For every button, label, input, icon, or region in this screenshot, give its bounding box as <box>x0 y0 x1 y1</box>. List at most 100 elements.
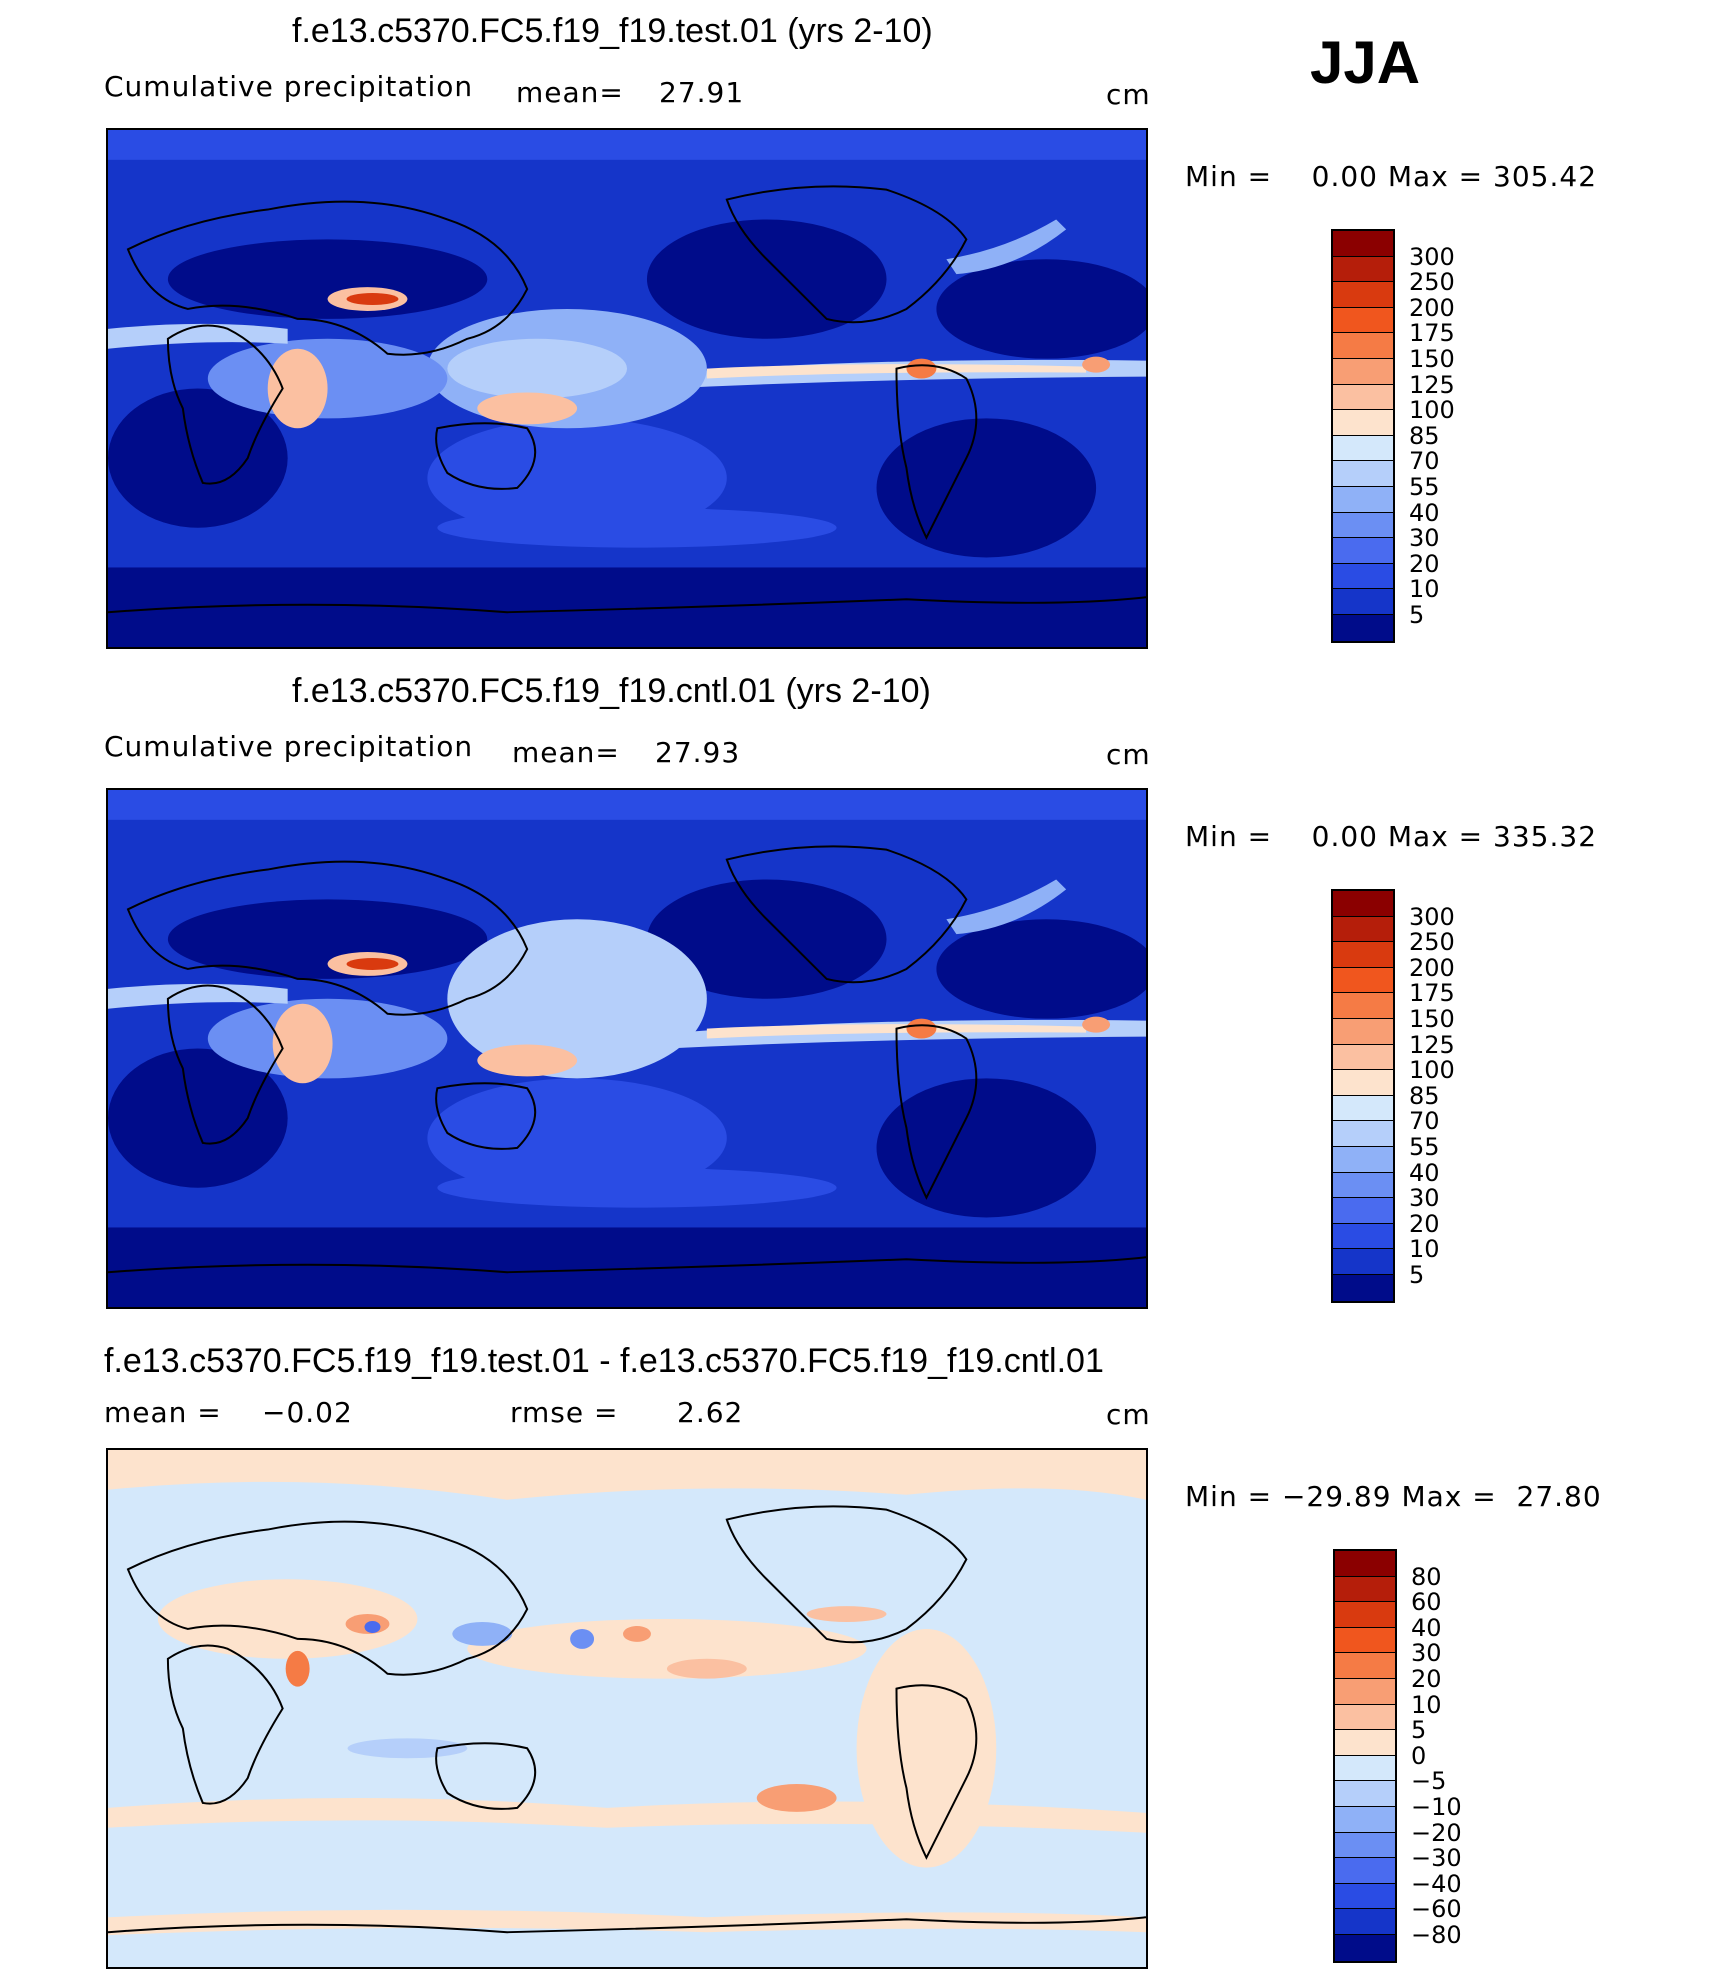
colorbar-tick-label: 40 <box>1409 1158 1440 1187</box>
colorbar-tick-label: 100 <box>1409 1056 1455 1085</box>
colorbar-tick-label: 40 <box>1409 498 1440 527</box>
colorbar-swatch <box>1333 538 1393 564</box>
colorbar-tick-label: 300 <box>1409 902 1455 931</box>
colorbar-swatch <box>1333 1223 1393 1250</box>
colorbar-tick-label: 10 <box>1411 1690 1442 1719</box>
colorbar-swatch <box>1335 1576 1395 1603</box>
colorbar-swatch <box>1335 1858 1395 1884</box>
precip-map-diff <box>106 1448 1148 1969</box>
colorbar-tick-label: 200 <box>1409 293 1455 322</box>
colorbar-swatch <box>1335 1602 1395 1628</box>
colorbar-swatch <box>1333 333 1393 359</box>
map-canvas <box>108 130 1146 647</box>
rmse-label: rmse = <box>510 1396 619 1429</box>
minmax-label: Min = 0.00 Max = 305.42 <box>1185 160 1598 193</box>
season-label: JJA <box>1310 29 1421 96</box>
colorbar-swatch <box>1335 1883 1395 1910</box>
colorbar-swatch <box>1333 256 1393 283</box>
colorbar-tick-label: −10 <box>1411 1793 1462 1821</box>
colorbar-swatch <box>1333 1018 1393 1045</box>
colorbar-tick-label: 85 <box>1409 1081 1440 1110</box>
map-canvas <box>108 790 1146 1307</box>
mean-value: 27.93 <box>655 736 741 769</box>
colorbar-tick-label: 5 <box>1409 601 1425 629</box>
colorbar-swatch <box>1333 1172 1393 1199</box>
colorbar-tick-label: 20 <box>1409 549 1440 578</box>
colorbar-tick-label: 60 <box>1411 1588 1442 1617</box>
colorbar-swatch <box>1333 410 1393 436</box>
colorbar <box>1331 889 1395 1303</box>
minmax-label: Min = −29.89 Max = 27.80 <box>1185 1480 1602 1513</box>
colorbar-tick-label: 5 <box>1409 1261 1425 1289</box>
colorbar-swatch <box>1333 282 1393 308</box>
colorbar-tick-label: 300 <box>1409 242 1455 271</box>
colorbar-tick-label: 40 <box>1411 1613 1442 1642</box>
colorbar-swatch <box>1335 1909 1395 1935</box>
colorbar-tick-label: 125 <box>1409 370 1455 399</box>
colorbar-swatch <box>1333 589 1393 615</box>
colorbar-tick-label: 70 <box>1409 447 1440 476</box>
colorbar-tick-label: 125 <box>1409 1030 1455 1059</box>
colorbar-swatch <box>1333 461 1393 487</box>
colorbar-swatch <box>1333 916 1393 943</box>
colorbar-swatch <box>1333 942 1393 968</box>
units-label: cm <box>1106 1398 1151 1431</box>
panel-diff: f.e13.c5370.FC5.f19_f19.test.01 - f.e13.… <box>0 1320 1710 1969</box>
variable-label: Cumulative precipitation <box>104 730 474 763</box>
mean-value: 27.91 <box>659 76 745 109</box>
colorbar-tick-label: 20 <box>1411 1665 1442 1693</box>
colorbar-tick-label: 100 <box>1409 396 1455 425</box>
colorbar-swatch <box>1333 435 1393 462</box>
colorbar-tick-label: 10 <box>1409 575 1440 604</box>
colorbar-tick-label: 30 <box>1411 1639 1442 1668</box>
colorbar-swatch <box>1335 1832 1395 1859</box>
colorbar-swatch <box>1333 307 1393 334</box>
panel-title: f.e13.c5370.FC5.f19_f19.test.01 - f.e13.… <box>104 1342 1104 1380</box>
colorbar-swatch <box>1333 358 1393 385</box>
colorbar <box>1333 1549 1397 1963</box>
colorbar-tick-label: −30 <box>1411 1844 1462 1873</box>
colorbar-tick-label: 30 <box>1409 524 1440 553</box>
colorbar-swatch <box>1333 967 1393 994</box>
colorbar-swatch <box>1333 614 1393 641</box>
colorbar-tick-label: 30 <box>1409 1184 1440 1213</box>
panel-title: f.e13.c5370.FC5.f19_f19.test.01 (yrs 2-1… <box>292 12 933 50</box>
colorbar-swatch <box>1333 1146 1393 1173</box>
colorbar-swatch <box>1333 1198 1393 1224</box>
colorbar-tick-label: 150 <box>1409 345 1455 373</box>
colorbar-tick-label: −5 <box>1411 1767 1447 1796</box>
mean-label: mean= <box>512 736 620 769</box>
colorbar-tick-label: 10 <box>1409 1235 1440 1264</box>
mean-label: mean= <box>516 76 624 109</box>
colorbar-tick-label: 200 <box>1409 953 1455 982</box>
colorbar-tick-label: 85 <box>1409 421 1440 450</box>
panel-test: f.e13.c5370.FC5.f19_f19.test.01 (yrs 2-1… <box>0 0 1710 649</box>
colorbar-tick-label: 80 <box>1411 1562 1442 1591</box>
units-label: cm <box>1106 738 1151 771</box>
colorbar-swatch <box>1333 1044 1393 1071</box>
precip-map-test <box>106 128 1148 649</box>
colorbar-tick-label: −60 <box>1411 1895 1462 1924</box>
colorbar-swatch <box>1335 1678 1395 1705</box>
colorbar-swatch <box>1335 1934 1395 1961</box>
colorbar-swatch <box>1335 1755 1395 1782</box>
colorbar-tick-label: −20 <box>1411 1818 1462 1847</box>
colorbar-swatch <box>1335 1704 1395 1731</box>
colorbar-swatch <box>1333 231 1393 257</box>
colorbar-swatch <box>1333 486 1393 513</box>
panel-title: f.e13.c5370.FC5.f19_f19.cntl.01 (yrs 2-1… <box>292 672 931 710</box>
colorbar-tick-label: −40 <box>1411 1869 1462 1898</box>
colorbar-tick-label: 150 <box>1409 1005 1455 1033</box>
units-label: cm <box>1106 78 1151 111</box>
colorbar-tick-label: 70 <box>1409 1107 1440 1136</box>
panel-cntl: f.e13.c5370.FC5.f19_f19.cntl.01 (yrs 2-1… <box>0 660 1710 1309</box>
map-canvas <box>108 1450 1146 1967</box>
colorbar-swatch <box>1335 1730 1395 1756</box>
colorbar-swatch <box>1333 1274 1393 1301</box>
colorbar-tick-label: 5 <box>1411 1716 1427 1745</box>
colorbar-tick-label: 0 <box>1411 1741 1427 1770</box>
colorbar-swatch <box>1333 993 1393 1019</box>
rmse-value: 2.62 <box>677 1396 744 1429</box>
colorbar-swatch <box>1333 891 1393 917</box>
colorbar-swatch <box>1333 563 1393 590</box>
